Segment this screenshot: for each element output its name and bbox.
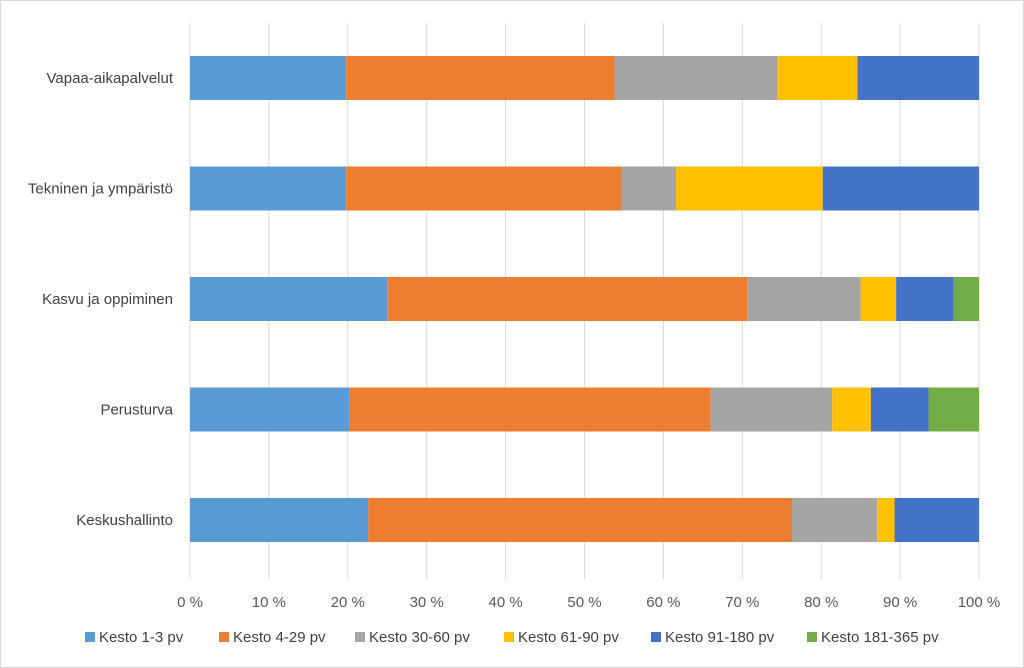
bar-segment bbox=[190, 166, 347, 211]
category-labels: Vapaa-aikapalvelut Tekninen ja ympäristö K… bbox=[28, 70, 174, 529]
x-axis-tick-labels: 0 % 10 % 20 % 30 % 40 % 50 % 60 % 70 % 80 % 90 % 1… bbox=[177, 594, 1000, 611]
bar-segment bbox=[368, 498, 793, 542]
bar-segment bbox=[710, 387, 833, 432]
bar-segment bbox=[822, 166, 979, 211]
bar-segment bbox=[870, 387, 929, 432]
bar-segment bbox=[860, 277, 897, 321]
category-label: Kasvu ja oppiminen bbox=[42, 291, 173, 308]
bar-segment bbox=[953, 277, 979, 321]
bar-segment bbox=[346, 56, 615, 100]
bar-segment bbox=[894, 498, 979, 542]
bar-segment bbox=[877, 498, 895, 542]
bar-segment bbox=[896, 277, 954, 321]
legend-label: Kesto 61-90 pv bbox=[518, 629, 619, 646]
legend-swatch bbox=[651, 632, 661, 642]
legend-swatch bbox=[355, 632, 365, 642]
category-label: Vapaa-aikapalvelut bbox=[47, 70, 174, 87]
bar-segment bbox=[614, 56, 778, 100]
x-tick-label: 60 % bbox=[646, 594, 680, 611]
bar-segment bbox=[346, 166, 622, 211]
legend: Kesto 1-3 pv Kesto 4-29 pv Kesto 30-60 pv K… bbox=[85, 629, 939, 646]
legend-swatch bbox=[219, 632, 229, 642]
category-label: Keskushallinto bbox=[76, 512, 173, 529]
x-tick-label: 70 % bbox=[725, 594, 759, 611]
category-label: Perusturva bbox=[100, 402, 173, 419]
bar-segment bbox=[676, 166, 823, 211]
legend-swatch bbox=[504, 632, 514, 642]
x-tick-label: 50 % bbox=[567, 594, 601, 611]
x-tick-label: 100 % bbox=[958, 594, 1001, 611]
legend-label: Kesto 4-29 pv bbox=[233, 629, 326, 646]
bar-segment bbox=[349, 387, 711, 432]
bar-segment bbox=[792, 498, 878, 542]
bar-segment bbox=[190, 277, 388, 321]
x-tick-label: 10 % bbox=[252, 594, 286, 611]
legend-label: Kesto 181-365 pv bbox=[821, 629, 939, 646]
legend-swatch bbox=[85, 632, 95, 642]
bar-segment bbox=[621, 166, 677, 211]
legend-label: Kesto 91-180 pv bbox=[665, 629, 775, 646]
x-tick-label: 0 % bbox=[177, 594, 203, 611]
bar-segment bbox=[190, 56, 347, 100]
x-tick-label: 90 % bbox=[883, 594, 917, 611]
bar-segment bbox=[747, 277, 861, 321]
bar-segment bbox=[190, 387, 350, 432]
bar-segment bbox=[190, 498, 369, 542]
bar-segment bbox=[928, 387, 979, 432]
legend-swatch bbox=[807, 632, 817, 642]
x-tick-label: 80 % bbox=[804, 594, 838, 611]
bar-segment bbox=[387, 277, 748, 321]
x-tick-label: 40 % bbox=[488, 594, 522, 611]
bar-segment bbox=[857, 56, 979, 100]
legend-label: Kesto 1-3 pv bbox=[99, 629, 184, 646]
category-label: Tekninen ja ympäristö bbox=[28, 181, 173, 198]
x-tick-label: 20 % bbox=[331, 594, 365, 611]
legend-label: Kesto 30-60 pv bbox=[369, 629, 470, 646]
bar-segment bbox=[832, 387, 871, 432]
bar-segment bbox=[777, 56, 858, 100]
x-tick-label: 30 % bbox=[410, 594, 444, 611]
bars bbox=[190, 56, 979, 542]
